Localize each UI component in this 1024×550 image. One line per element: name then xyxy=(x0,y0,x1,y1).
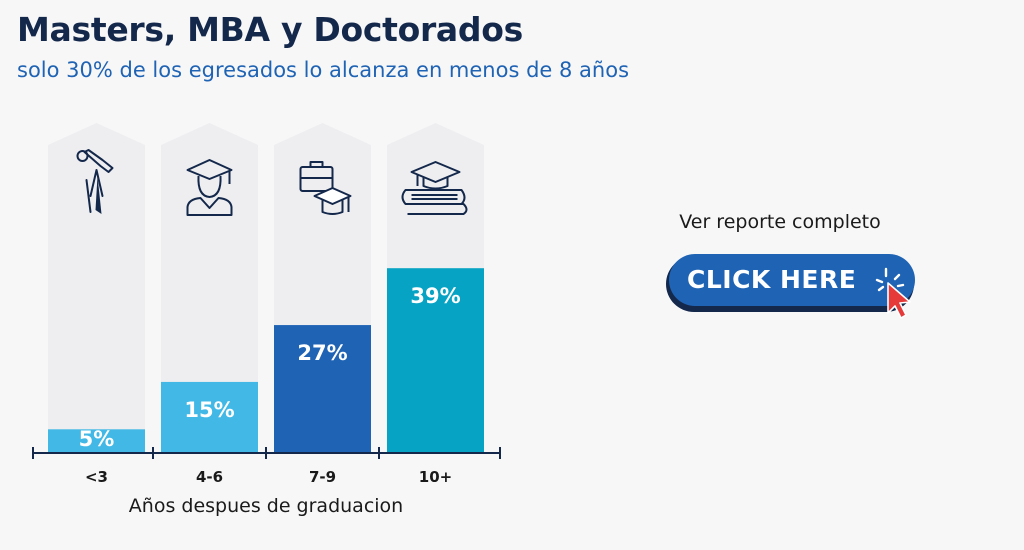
graduate-icon xyxy=(186,159,233,216)
diploma-icon xyxy=(76,149,114,214)
button-label: CLICK HERE xyxy=(669,254,915,306)
background-column xyxy=(161,123,258,453)
bar-<3 xyxy=(48,429,145,453)
x-axis-label: Años despues de graduacion xyxy=(129,495,403,517)
books-cap-icon xyxy=(401,161,468,215)
click-here-button[interactable]: CLICK HERE xyxy=(666,254,918,319)
data-label: 15% xyxy=(184,398,234,422)
x-tick-label: <3 xyxy=(85,468,108,486)
x-tick-label: 10+ xyxy=(419,468,452,486)
data-label: 39% xyxy=(410,284,460,308)
x-tick-label: 7-9 xyxy=(309,468,336,486)
cursor-click-icon xyxy=(875,267,911,319)
bar-4-6 xyxy=(161,381,258,453)
bar-7-9 xyxy=(274,325,371,453)
data-label: 5% xyxy=(79,427,115,451)
briefcase-cap-icon xyxy=(299,161,352,215)
chart-title: Masters, MBA y Doctorados xyxy=(17,10,523,49)
cta-label: Ver reporte completo xyxy=(679,211,881,233)
data-label: 27% xyxy=(297,341,347,365)
x-tick-label: 4-6 xyxy=(196,468,223,486)
bar-10+ xyxy=(387,268,484,453)
background-column xyxy=(48,123,145,453)
chart-subtitle: solo 30% de los egresados lo alcanza en … xyxy=(17,58,630,82)
